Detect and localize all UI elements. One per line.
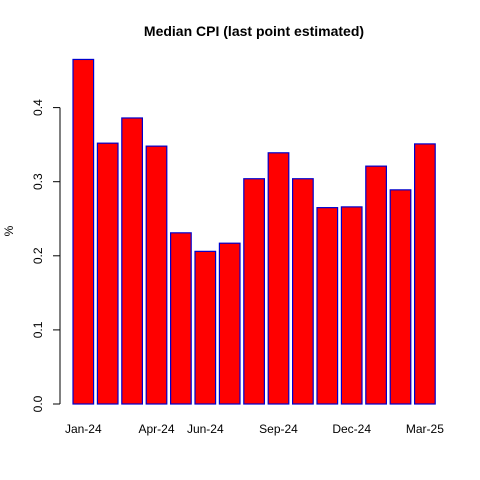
bar-sep-24	[267, 152, 290, 405]
x-axis: Jan-24 Apr-24 Jun-24 Sep-24 Dec-24 Mar-25	[65, 422, 444, 436]
x-tick-label: Mar-25	[406, 422, 444, 436]
y-axis-label: %	[2, 225, 16, 236]
bars	[72, 58, 436, 405]
y-axis: 0.0 0.1 0.2 0.3 0.4	[31, 99, 61, 412]
y-tick-label: 0.3	[31, 173, 45, 190]
bar-jul-24	[218, 242, 241, 405]
chart-title: Median CPI (last point estimated)	[144, 23, 364, 39]
bar-nov-24	[316, 207, 339, 405]
y-tick-label: 0.0	[31, 395, 45, 412]
x-tick-label: Jan-24	[65, 422, 102, 436]
bar-may-24	[170, 232, 192, 405]
x-tick-label: Dec-24	[332, 422, 371, 436]
x-tick-label: Jun-24	[187, 422, 224, 436]
bar-apr-24	[145, 145, 168, 405]
bar-feb-25	[389, 189, 412, 405]
bar-jun-24	[194, 250, 217, 405]
bar-jan-24	[72, 58, 95, 405]
bar-mar-24	[121, 117, 144, 405]
y-tick-label: 0.1	[31, 321, 45, 338]
x-tick-label: Sep-24	[259, 422, 298, 436]
bar-aug-24	[243, 178, 266, 405]
x-tick-label: Apr-24	[138, 422, 174, 436]
bar-mar-25	[414, 143, 436, 405]
bar-oct-24	[292, 178, 314, 405]
y-tick-label: 0.2	[31, 247, 45, 264]
y-tick-label: 0.4	[31, 99, 45, 116]
bar-dec-24	[340, 206, 363, 405]
bar-feb-24	[96, 142, 119, 405]
bar-jan-25	[365, 165, 387, 405]
